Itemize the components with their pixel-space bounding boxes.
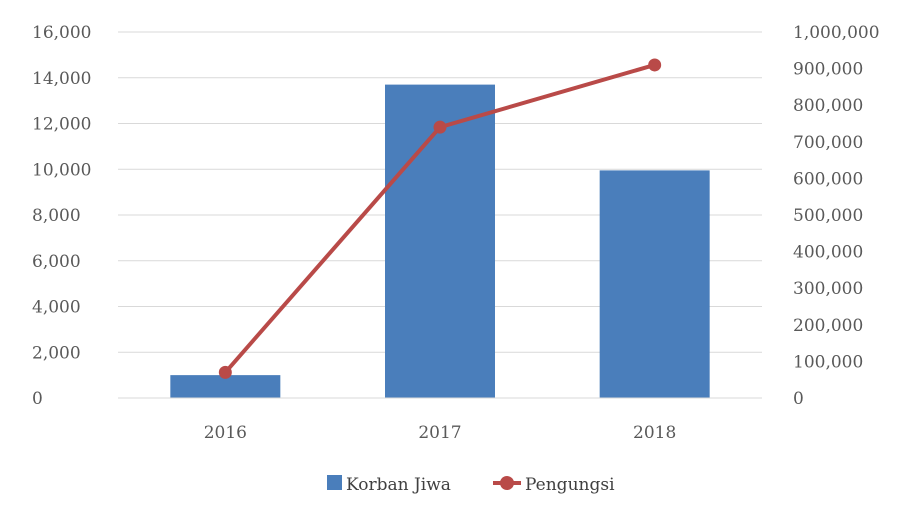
right-tick-label: 700,000: [793, 133, 863, 153]
left-tick-label: 16,000: [32, 23, 91, 43]
right-tick-label: 100,000: [793, 352, 863, 372]
x-tick-label: 2018: [633, 423, 676, 443]
x-axis-ticks: 2016 2017 2018: [204, 423, 677, 443]
right-axis-ticks: 0 100,000 200,000 300,000 400,000 500,000 600,…: [793, 23, 880, 409]
left-axis-ticks: 0 2,000 4,000 6,000 8,000 10,000 12,000 14,000 1…: [32, 23, 91, 409]
bar-2018: [599, 170, 710, 398]
line-series: [218, 58, 662, 379]
bar-2016: [170, 375, 281, 398]
right-tick-label: 400,000: [793, 243, 863, 263]
right-tick-label: 900,000: [793, 60, 863, 80]
right-tick-label: 300,000: [793, 279, 863, 299]
left-tick-label: 10,000: [32, 160, 91, 180]
right-tick-label: 500,000: [793, 206, 863, 226]
bar-2017: [385, 84, 495, 399]
legend: Korban Jiwa Pengungsi: [327, 475, 615, 495]
bar-series: [170, 84, 710, 399]
point-2018: [648, 58, 662, 72]
x-tick-label: 2017: [418, 423, 461, 443]
left-tick-label: 2,000: [32, 343, 81, 363]
right-tick-label: 0: [793, 389, 804, 409]
right-tick-label: 600,000: [793, 169, 863, 189]
left-tick-label: 14,000: [32, 69, 91, 89]
right-tick-label: 800,000: [793, 96, 863, 116]
left-tick-label: 8,000: [32, 206, 81, 226]
point-2017: [433, 120, 447, 134]
left-tick-label: 6,000: [32, 252, 81, 272]
left-tick-label: 4,000: [32, 298, 81, 318]
legend-label-korban-jiwa: Korban Jiwa: [346, 475, 451, 495]
legend-label-pengungsi: Pengungsi: [525, 475, 615, 495]
legend-swatch-korban-jiwa: [327, 475, 342, 490]
legend-swatch-pengungsi-marker: [500, 476, 514, 490]
point-2016: [218, 365, 232, 379]
x-tick-label: 2016: [204, 423, 247, 443]
left-tick-label: 0: [32, 389, 43, 409]
right-tick-label: 200,000: [793, 316, 863, 336]
right-tick-label: 1,000,000: [793, 23, 880, 43]
left-tick-label: 12,000: [32, 115, 91, 135]
